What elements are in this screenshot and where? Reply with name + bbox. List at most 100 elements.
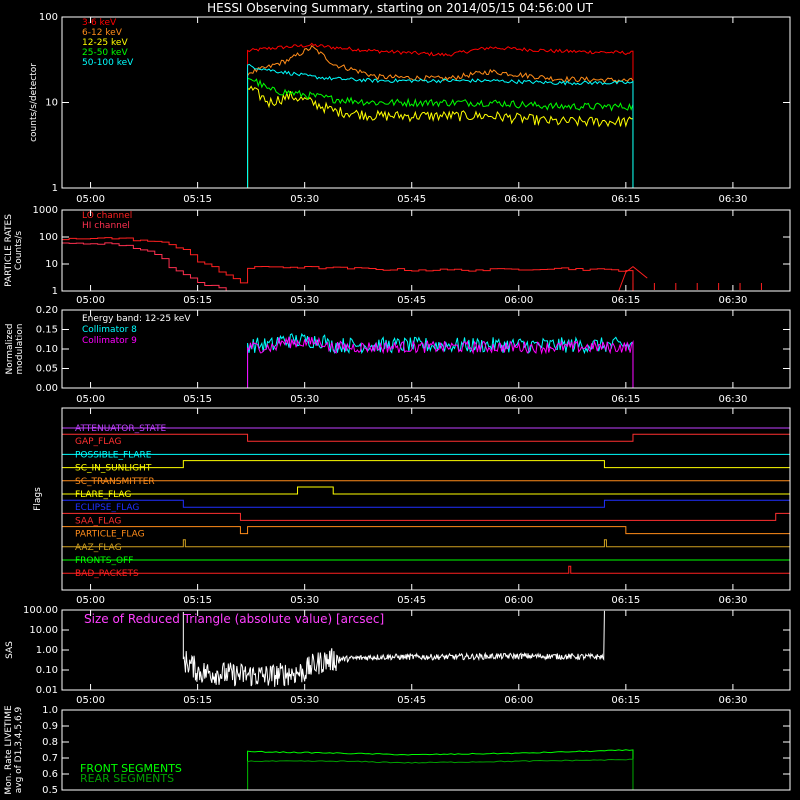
hi-channel-line <box>62 242 234 292</box>
sas-line <box>182 610 605 687</box>
particle-rates-ylabel: Counts/s <box>14 231 24 270</box>
energy-band-label: Energy band: 12-25 keV <box>82 314 191 324</box>
panel1-xtick-label: 05:30 <box>290 295 319 306</box>
sas-ytick-label: 10.00 <box>29 625 58 636</box>
particle-rates-ytick-label: 1000 <box>33 205 58 216</box>
livetime-ylabel: Mon. Rate LIVETIME <box>4 705 14 795</box>
sas-xtick-label: 05:15 <box>183 695 212 706</box>
particle-rates-panel: 1 10 100 1000 PARTICLE RATES Counts/s LO chann… <box>4 205 791 297</box>
legend-entry-2: 12-25 keV <box>82 38 128 48</box>
panel0-xtick-label: 06:30 <box>718 194 747 205</box>
legend-entry-4: 50-100 keV <box>82 58 134 68</box>
panel0-xtick-label: 05:15 <box>183 194 212 205</box>
flags-xtick-label: 05:00 <box>76 595 105 606</box>
panel0-xtick-label: 05:00 <box>76 194 105 205</box>
sas-panel: 0.01 0.10 1.00 10.00 100.00 SAS Size of Reduce… <box>5 605 791 706</box>
livetime-line-0 <box>247 749 634 790</box>
modulation-ylabel: Normalized <box>5 323 15 374</box>
sas-ytick-label: 100.00 <box>23 605 58 616</box>
particle-rates-frame <box>61 209 791 292</box>
particle-rates-ylabel: PARTICLE RATES <box>4 214 14 287</box>
modulation-panel: 0.00 0.05 0.10 0.15 0.20 Normalized modulation… <box>5 305 791 394</box>
legend-entry-0: LO channel <box>82 211 132 221</box>
modulation-ytick-label: 0.00 <box>36 383 58 394</box>
lo-channel-line <box>62 237 641 292</box>
flag-line-flare_flag <box>62 486 790 495</box>
panel0-xtick-label: 05:45 <box>397 194 426 205</box>
panel1-xtick-label: 05:00 <box>76 295 105 306</box>
panel2-xtick-label: 05:00 <box>76 394 105 405</box>
flag-label: FRONTS_OFF <box>75 556 133 566</box>
flags-panel: ATTENUATOR_STATE GAP_FLAG POSSIBLE_FLARE SC… <box>33 407 791 606</box>
panel1-xtick-label: 05:45 <box>397 295 426 306</box>
particle-rates-ytick-label: 10 <box>45 259 58 270</box>
livetime-ytick-label: 0.5 <box>42 785 58 796</box>
count-rates-ytick-label: 1 <box>52 183 58 194</box>
flag-label: SAA_FLAG <box>75 516 121 526</box>
legend-entry-1: HI channel <box>82 221 130 231</box>
series-line-3-6keV <box>247 42 634 188</box>
flag-line-bad_packets <box>62 565 790 574</box>
sas-ytick-label: 0.01 <box>36 685 58 696</box>
sas-annotation: Size of Reduced Triangle (absolute value… <box>84 612 384 626</box>
modulation-ytick-label: 0.20 <box>36 305 58 316</box>
figure-title: HESSI Observing Summary, starting on 201… <box>207 1 593 15</box>
sas-ytick-label: 1.00 <box>36 645 58 656</box>
panel2-xtick-label: 06:30 <box>718 394 747 405</box>
livetime-ytick-label: 0.8 <box>42 737 58 748</box>
sas-ylabel: SAS <box>5 641 15 659</box>
panel0-xtick-label: 05:30 <box>290 194 319 205</box>
panel1-xtick-label: 05:15 <box>183 295 212 306</box>
legend-entry-0: 3-6 keV <box>82 18 117 28</box>
flag-line-particle_flag <box>61 526 790 535</box>
lo-channel-end <box>618 265 648 292</box>
panel0-xtick-label: 06:00 <box>504 194 533 205</box>
sas-xtick-label: 06:00 <box>504 695 533 706</box>
modulation-line-1 <box>247 336 634 388</box>
flags-xtick-label: 05:30 <box>290 595 319 606</box>
flag-label: SC_TRANSMITTER <box>75 477 155 487</box>
livetime-ytick-label: 0.7 <box>42 753 58 764</box>
particle-rates-ytick-label: 100 <box>39 232 58 243</box>
count-rates-ytick-label: 100 <box>39 12 58 23</box>
upper-time-axes: 05:00 05:15 05:30 05:45 06:00 06:15 06:30 05:00… <box>76 17 747 405</box>
panel2-xtick-label: 05:45 <box>397 394 426 405</box>
flag-line-sc_in_sunlight <box>62 460 790 469</box>
flags-xtick-label: 06:15 <box>611 595 640 606</box>
series-line-50-100keV <box>247 63 634 188</box>
livetime-ytick-label: 1.0 <box>42 705 58 716</box>
panel1-xtick-label: 06:15 <box>611 295 640 306</box>
flag-label: ECLIPSE_FLAG <box>75 503 139 513</box>
flag-label: GAP_FLAG <box>75 437 121 447</box>
panel2-xtick-label: 05:15 <box>183 394 212 405</box>
sas-xtick-label: 05:30 <box>290 695 319 706</box>
flag-label: FLARE_FLAG <box>75 490 131 500</box>
flags-xtick-label: 06:00 <box>504 595 533 606</box>
modulation-ytick-label: 0.15 <box>36 325 58 336</box>
flags-xtick-label: 06:30 <box>718 595 747 606</box>
modulation-ytick-label: 0.10 <box>36 344 58 355</box>
livetime-ytick-label: 0.6 <box>42 769 58 780</box>
particle-rates-ytick-label: 1 <box>52 286 58 297</box>
livetime-panel: 0.5 0.6 0.7 0.8 0.9 1.0 Mon. Rate LIVETIME avg … <box>4 705 791 796</box>
legend-entry-0: FRONT SEGMENTS <box>80 762 182 775</box>
flags-frame <box>61 407 791 591</box>
count-rates-ytick-label: 10 <box>45 98 58 109</box>
flag-label: PARTICLE_FLAG <box>75 530 145 540</box>
sas-xtick-label: 05:45 <box>397 695 426 706</box>
panel2-xtick-label: 06:00 <box>504 394 533 405</box>
flags-xtick-label: 05:15 <box>183 595 212 606</box>
livetime-ytick-label: 0.9 <box>42 721 58 732</box>
flag-line-saa_flag <box>61 512 791 521</box>
flag-label: BAD_PACKETS <box>75 569 139 579</box>
flags-ylabel: Flags <box>33 487 43 511</box>
legend-entry-3: 25-50 keV <box>82 48 128 58</box>
sas-xtick-label: 06:15 <box>611 695 640 706</box>
flag-line-aaz_flag <box>62 539 790 548</box>
legend-entry-1: 6-12 keV <box>82 28 123 38</box>
legend-entry-1: Collimator 9 <box>82 336 137 346</box>
